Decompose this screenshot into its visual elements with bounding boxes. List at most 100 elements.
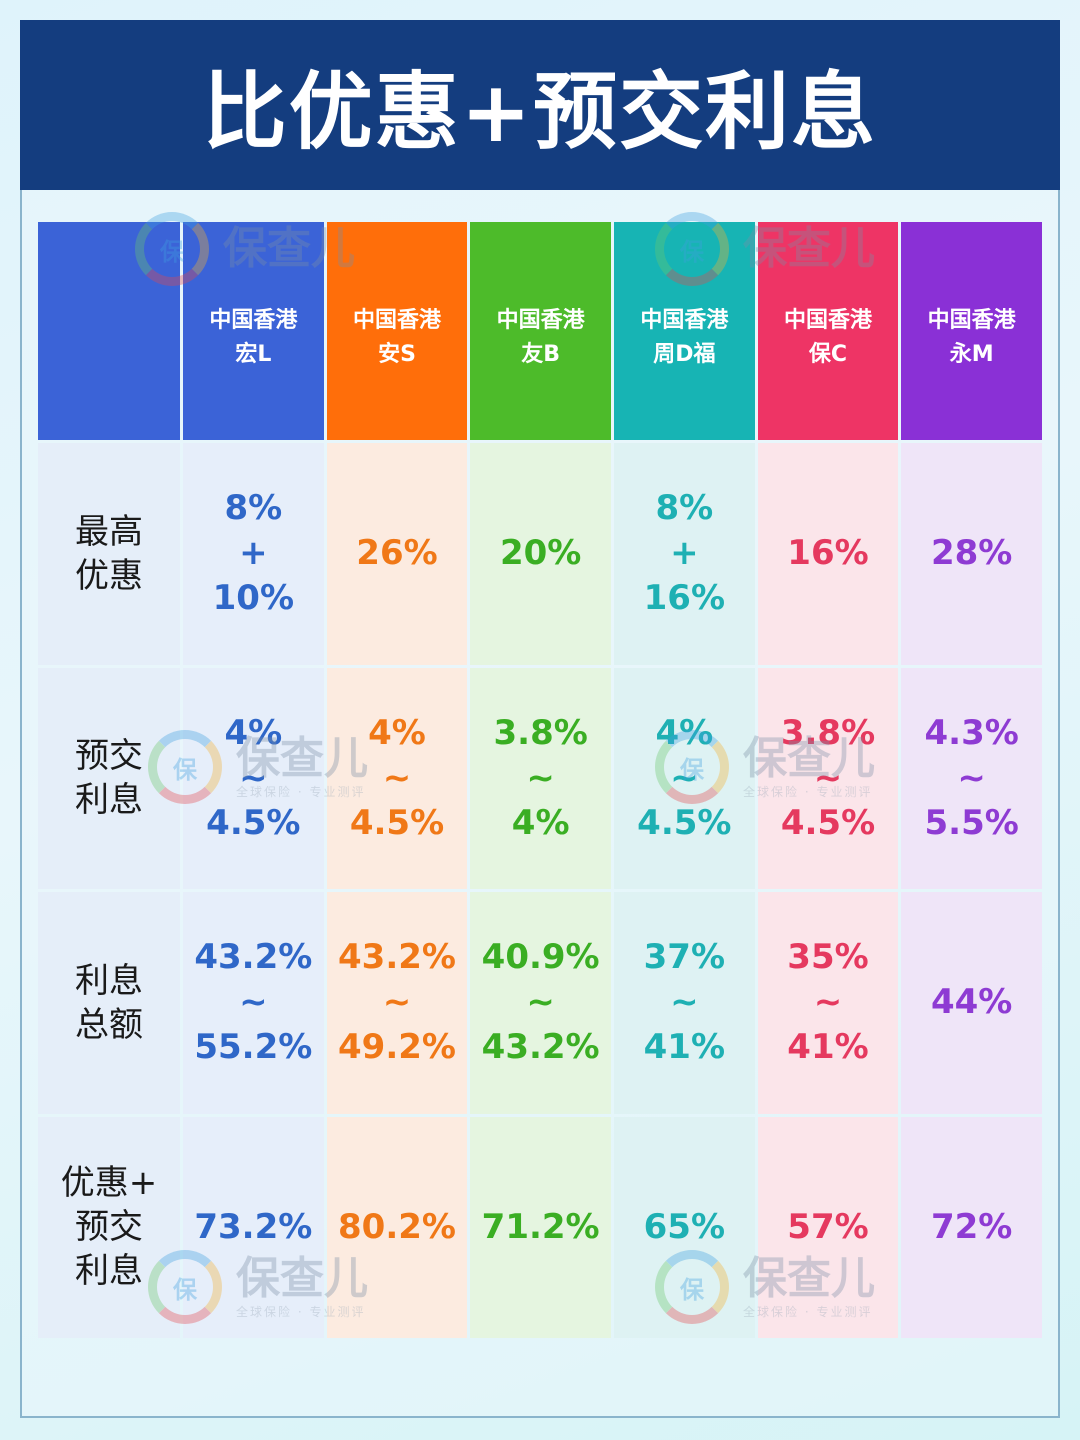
cell-value: 4.5% xyxy=(780,802,876,843)
row-label: 优惠+ 预交 利息 xyxy=(38,1116,180,1338)
cell-value: 43.2% xyxy=(338,937,456,978)
cell-value: 80.2% xyxy=(338,1206,456,1247)
cell-value: ~ xyxy=(670,982,699,1023)
cell-value: ~ xyxy=(813,982,843,1023)
table-cell: 40.9% ~43.2% xyxy=(470,892,611,1114)
comparison-table: 中国香港 宏L 中国香港 安S 中国香港 友B 中国香港 周D福 中国香港 保C 中国香港 永M 最高 … xyxy=(38,222,1042,1338)
cell-value: 41% xyxy=(643,1027,726,1068)
cell-value: 10% xyxy=(212,578,295,619)
cell-value: 55.2% xyxy=(194,1027,313,1068)
column-header-region: 中国香港 xyxy=(640,308,729,333)
column-header-product: 宏L xyxy=(235,342,272,367)
column-header-region: 中国香港 xyxy=(496,308,585,333)
cell-value: 26% xyxy=(356,533,438,574)
column-header-2: 中国香港安S xyxy=(326,222,468,440)
table-cell: 8% +10% xyxy=(183,443,324,665)
cell-value: 4.5% xyxy=(206,802,301,843)
cell-value: 57% xyxy=(787,1206,869,1247)
table-cell: 57% xyxy=(757,1116,899,1338)
cell-value: ~ xyxy=(957,757,986,798)
title-banner: 比优惠+预交利息 xyxy=(20,20,1060,190)
page-title: 比优惠+预交利息 xyxy=(202,62,878,161)
cell-value: 3.8% xyxy=(780,712,876,753)
table-cell: 35% ~41% xyxy=(757,892,899,1114)
table-cell: 43.2% ~49.2% xyxy=(326,892,468,1114)
cell-value: 16% xyxy=(643,578,726,619)
cell-value: + xyxy=(239,533,268,574)
cell-value: 43.2% xyxy=(194,937,313,978)
cell-value: ~ xyxy=(382,982,412,1023)
table-cell: 65% xyxy=(614,1116,755,1338)
cell-value: 28% xyxy=(930,533,1013,574)
cell-value: ~ xyxy=(526,982,555,1023)
cell-value: 41% xyxy=(787,1027,869,1068)
cell-value: 37% xyxy=(643,937,726,978)
cell-value: 71.2% xyxy=(481,1206,600,1247)
column-header-region: 中国香港 xyxy=(209,308,298,333)
column-header-region: 中国香港 xyxy=(927,308,1016,333)
column-header-product: 友B xyxy=(521,342,561,367)
cell-value: 16% xyxy=(787,533,869,574)
table-cell: 26% xyxy=(326,443,468,665)
cell-value: 35% xyxy=(787,937,869,978)
column-header-4: 中国香港周D福 xyxy=(614,222,755,440)
cell-value: 4.3% xyxy=(924,712,1019,753)
table-cell: 71.2% xyxy=(470,1116,611,1338)
table-cell: 37% ~41% xyxy=(614,892,755,1114)
table-cell: 3.8% ~4.5% xyxy=(757,667,899,889)
table-cell: 4% ~4.5% xyxy=(614,667,755,889)
cell-value: 73.2% xyxy=(194,1206,313,1247)
cell-value: 4.5% xyxy=(637,802,732,843)
cell-value: 65% xyxy=(643,1206,726,1247)
cell-value: 5.5% xyxy=(924,802,1019,843)
column-header-product: 安S xyxy=(378,342,416,367)
cell-value: 44% xyxy=(930,982,1013,1023)
table-cell: 43.2% ~55.2% xyxy=(183,892,324,1114)
table-cell: 73.2% xyxy=(183,1116,324,1338)
cell-value: 40.9% xyxy=(481,937,600,978)
table-cell: 4% ~4.5% xyxy=(326,667,468,889)
cell-value: 4% xyxy=(511,802,570,843)
table-cell: 28% xyxy=(901,443,1042,665)
cell-value: + xyxy=(670,533,699,574)
row-label: 预交 利息 xyxy=(38,667,180,889)
table-cell: 20% xyxy=(470,443,611,665)
table-cell: 80.2% xyxy=(326,1116,468,1338)
column-header-6: 中国香港永M xyxy=(901,222,1042,440)
cell-value: 4% xyxy=(655,712,714,753)
cell-value: 8% xyxy=(655,488,714,529)
cell-value: ~ xyxy=(239,982,268,1023)
table-cell: 72% xyxy=(901,1116,1042,1338)
column-header-product: 周D福 xyxy=(653,342,716,367)
table-cell: 44% xyxy=(901,892,1042,1114)
column-header-region: 中国香港 xyxy=(783,308,872,333)
table-cell: 8% +16% xyxy=(614,443,755,665)
cell-value: 4.5% xyxy=(349,802,445,843)
table-cell: 3.8% ~4% xyxy=(470,667,611,889)
header-corner-cell xyxy=(38,222,180,440)
cell-value: 49.2% xyxy=(338,1027,456,1068)
row-label: 利息 总额 xyxy=(38,892,180,1114)
cell-value: ~ xyxy=(239,757,268,798)
column-header-region: 中国香港 xyxy=(352,308,441,333)
cell-value: 3.8% xyxy=(493,712,588,753)
column-header-product: 保C xyxy=(808,342,848,367)
column-header-product: 永M xyxy=(949,342,994,367)
column-header-3: 中国香港友B xyxy=(470,222,611,440)
table-cell: 16% xyxy=(757,443,899,665)
cell-value: 4% xyxy=(368,712,426,753)
cell-value: 4% xyxy=(224,712,283,753)
cell-value: ~ xyxy=(526,757,555,798)
column-header-1: 中国香港宏L xyxy=(183,222,324,440)
cell-value: 43.2% xyxy=(481,1027,600,1068)
cell-value: ~ xyxy=(382,757,412,798)
column-header-5: 中国香港保C xyxy=(757,222,899,440)
cell-value: ~ xyxy=(813,757,843,798)
table-cell: 4% ~4.5% xyxy=(183,667,324,889)
row-label: 最高 优惠 xyxy=(38,443,180,665)
cell-value: ~ xyxy=(670,757,699,798)
cell-value: 8% xyxy=(224,488,283,529)
cell-value: 72% xyxy=(930,1206,1013,1247)
table-cell: 4.3% ~5.5% xyxy=(901,667,1042,889)
cell-value: 20% xyxy=(499,533,582,574)
